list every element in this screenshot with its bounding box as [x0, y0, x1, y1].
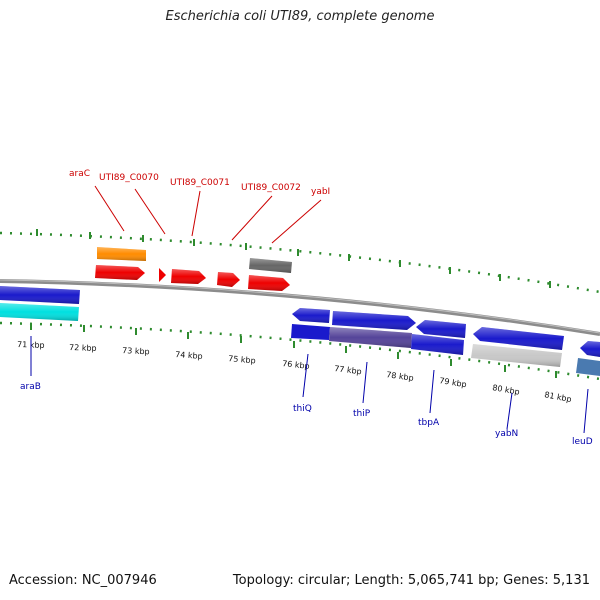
label-thiQ: thiQ: [293, 404, 312, 414]
inner-major-ticks: [30, 323, 557, 378]
forward-strand-genes: [95, 265, 290, 291]
scale-label: 74 kbp: [175, 350, 203, 361]
inner-feature-row: [0, 303, 600, 376]
scale-label: 73 kbp: [122, 346, 150, 356]
scale-label: 77 kbp: [334, 364, 362, 376]
reverse-strand-genes: [0, 286, 600, 357]
bottom-labels: araB thiQ thiP tbpA yabN leuD: [20, 382, 593, 447]
label-thiP: thiP: [353, 409, 371, 419]
scale-label: 75 kbp: [228, 354, 256, 365]
label-yabI: yabI: [311, 187, 330, 197]
bottom-label-leaders: [30, 336, 589, 434]
label-uti89-c0071: UTI89_C0071: [170, 178, 230, 188]
label-leuD: leuD: [572, 437, 593, 447]
scale-label: 72 kbp: [69, 343, 97, 353]
genome-backbone: [0, 279, 600, 336]
scale-label: 81 kbp: [544, 390, 573, 404]
outer-major-ticks: [36, 229, 551, 288]
outer-feature-row: [97, 247, 292, 273]
map-title: Escherichia coli UTI89, complete genome: [165, 9, 435, 24]
outer-tick-ring: [0, 231, 600, 294]
label-araB: araB: [20, 382, 41, 392]
top-labels: araC UTI89_C0070 UTI89_C0071 UTI89_C0072…: [69, 169, 330, 197]
scale-label: 80 kbp: [492, 383, 521, 397]
gene-uti89-c0070: [159, 268, 166, 282]
top-label-leaders: [94, 185, 322, 244]
feature-steel: [576, 358, 600, 376]
label-uti89-c0070: UTI89_C0070: [99, 173, 159, 183]
label-uti89-c0072: UTI89_C0072: [241, 183, 301, 193]
topology-text: Topology: circular; Length: 5,065,741 bp…: [232, 573, 590, 588]
label-araC: araC: [69, 169, 90, 179]
label-yabN: yabN: [495, 429, 518, 439]
label-tbpA: tbpA: [418, 418, 440, 428]
feature-blue-thiQ: [291, 324, 330, 340]
scale-label: 78 kbp: [386, 370, 415, 383]
scale-label: 76 kbp: [282, 359, 310, 371]
scale-label: 79 kbp: [439, 376, 468, 389]
accession-text: Accession: NC_007946: [9, 573, 157, 588]
inner-scale-ring: [0, 321, 600, 381]
